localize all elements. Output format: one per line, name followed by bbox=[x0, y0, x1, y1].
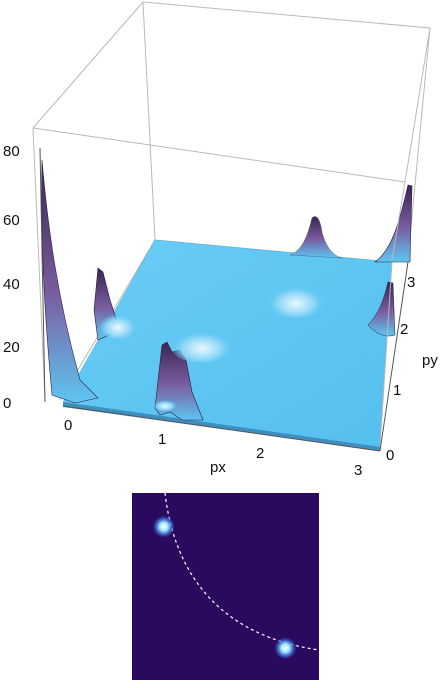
z-tick-label: 60 bbox=[3, 212, 20, 229]
surface-bump-right bbox=[266, 282, 326, 318]
z-axis-ticks: 0 20 40 60 80 bbox=[3, 143, 20, 412]
heatmap-hotspot bbox=[273, 636, 298, 661]
y-tick-label: 3 bbox=[407, 274, 415, 291]
heatmap-hotspot bbox=[151, 514, 176, 539]
z-tick-label: 20 bbox=[3, 339, 20, 356]
x-axis-ticks: 0 1 2 3 bbox=[64, 417, 362, 479]
heatmap-panel bbox=[132, 492, 320, 680]
z-axis-line bbox=[39, 147, 46, 403]
x-tick-label: 0 bbox=[64, 417, 72, 434]
z-tick-label: 0 bbox=[3, 395, 11, 412]
y-tick-label: 2 bbox=[400, 321, 408, 338]
x-tick-label: 1 bbox=[158, 431, 166, 448]
surface-front-edge bbox=[63, 402, 380, 451]
x-axis-label: px bbox=[210, 459, 226, 476]
surface-bump-center bbox=[170, 327, 234, 363]
y-axis-line bbox=[379, 261, 409, 452]
surface-plot bbox=[41, 159, 413, 451]
x-axis-line bbox=[62, 405, 381, 452]
x-tick-label: 3 bbox=[354, 462, 362, 479]
y-tick-label: 1 bbox=[393, 382, 401, 399]
y-axis-label: py bbox=[422, 352, 438, 369]
z-tick-label: 40 bbox=[3, 276, 20, 293]
heatmap-hotspots bbox=[151, 514, 298, 661]
z-tick-label: 80 bbox=[3, 143, 20, 160]
y-axis-ticks: 0 1 2 3 bbox=[386, 274, 415, 464]
y-tick-label: 0 bbox=[386, 447, 394, 464]
axes bbox=[39, 147, 409, 452]
surface-box-front bbox=[32, 127, 406, 448]
surface-peak-back bbox=[289, 216, 343, 259]
surface-bump-left bbox=[98, 311, 138, 339]
x-tick-label: 2 bbox=[256, 445, 264, 462]
surface-bump-front bbox=[153, 399, 177, 411]
